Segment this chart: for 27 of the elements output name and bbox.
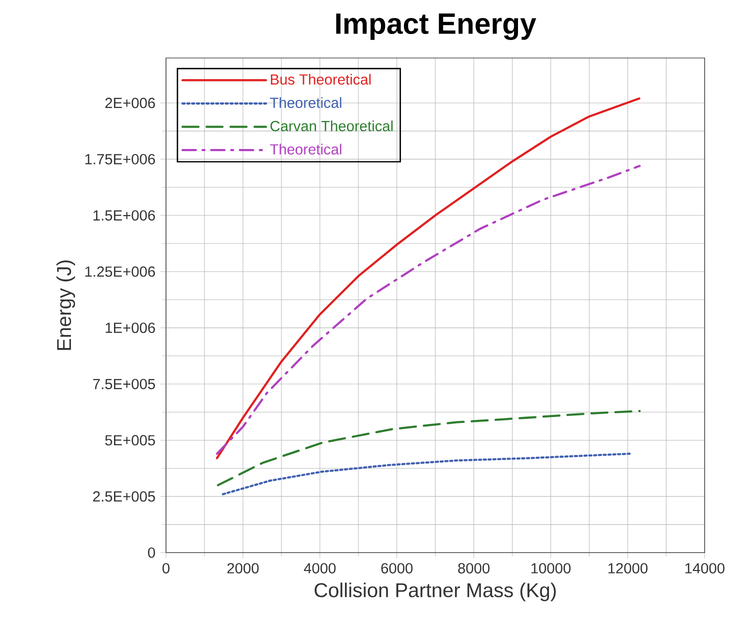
y-tick-label: 0: [148, 548, 156, 558]
x-tick-label: 12000: [608, 563, 648, 574]
chart-title: Impact Energy: [336, 14, 536, 40]
x-tick-label: 10000: [531, 563, 571, 574]
y-tick-label: 7.5E+005: [93, 379, 155, 390]
y-tick-label: 1E+006: [106, 322, 155, 334]
line-series: [216, 410, 641, 486]
x-axis-title: Collision Partner Mass (Kg): [314, 582, 556, 602]
x-tick-label: 0: [162, 563, 170, 574]
x-tick-label: 2000: [227, 563, 259, 574]
x-tick-label: 8000: [458, 563, 490, 574]
y-tick-label: 2.5E+005: [93, 491, 155, 502]
y-axis-title: Energy (J): [56, 260, 76, 350]
line-series: [222, 452, 631, 496]
text: Bus Theoretical: [270, 74, 371, 85]
y-tick-label: 1.75E+006: [85, 154, 155, 165]
x-tick-label: 4000: [304, 563, 336, 574]
x-tick-label: 6000: [381, 563, 413, 574]
text: Theoretical: [270, 144, 342, 155]
y-tick-label: 1.5E+006: [94, 210, 155, 221]
text: Theoretical: [270, 97, 342, 108]
line-series: [216, 165, 641, 455]
text: Carvan Theoretical: [270, 120, 393, 132]
y-tick-label: 2E+006: [105, 98, 155, 108]
y-tick-label: 5E+005: [105, 435, 155, 446]
x-tick-label: 14000: [685, 563, 724, 574]
y-tick-label: 1.25E+006: [85, 266, 155, 277]
